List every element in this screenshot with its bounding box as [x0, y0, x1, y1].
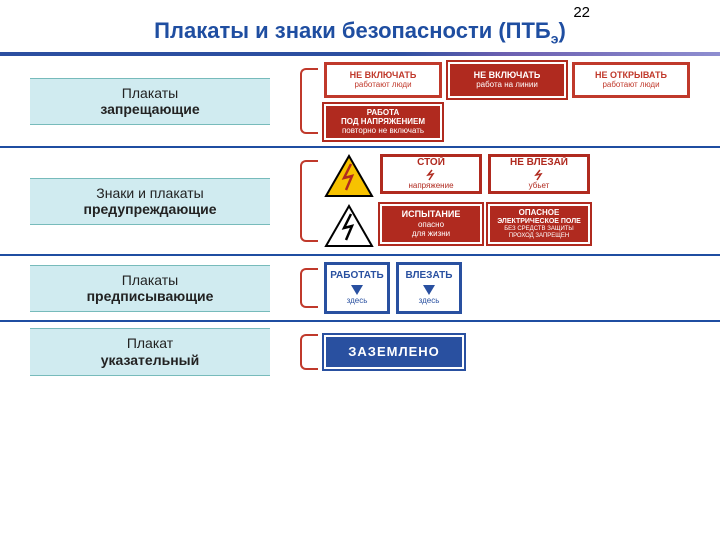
sign-dont-climb: НЕ ВЛЕЗАЙ убьет	[488, 154, 590, 194]
sign-test-danger: ИСПЫТАНИЕ опаснодля жизни	[380, 204, 482, 244]
brace-icon	[300, 334, 318, 370]
sign-text: СТОЙ	[417, 158, 445, 169]
sign-dont-switch-line: НЕ ВКЛЮЧАТЬработа на линии	[448, 62, 566, 98]
sign-text: ОПАСНОЕ	[519, 209, 560, 217]
sign-dont-open: НЕ ОТКРЫВАТЬработают люди	[572, 62, 690, 98]
sign-subtext: повторно не включать	[342, 127, 424, 135]
category-line1: Знаки и плакаты	[96, 185, 203, 201]
sign-work-under-voltage: РАБОТАПОД НАПРЯЖЕНИЕМповторно не включат…	[324, 104, 442, 140]
sign-text: ЗАЗЕМЛЕНО	[348, 345, 439, 359]
sign-grounded: ЗАЗЕМЛЕНО	[324, 335, 464, 369]
category-line2: предписывающие	[87, 288, 214, 304]
sign-subtext: работа на линии	[476, 81, 538, 89]
brace-icon	[300, 68, 318, 134]
sign-text: НЕ ОТКРЫВАТЬ	[595, 71, 667, 80]
category-line2: запрещающие	[100, 101, 199, 117]
bolt-icon	[425, 169, 437, 181]
page-number: 22	[573, 4, 590, 21]
sign-text: ПОД НАПРЯЖЕНИЕМ	[341, 118, 425, 126]
category-cell: Плакаты предписывающие	[0, 265, 300, 313]
sign-text: ЭЛЕКТРИЧЕСКОЕ ПОЛЕ	[497, 218, 581, 225]
sign-electric-field: ОПАСНОЕЭЛЕКТРИЧЕСКОЕ ПОЛЕБЕЗ СРЕДСТВ ЗАЩ…	[488, 204, 590, 244]
sign-subtext: работают люди	[354, 81, 411, 89]
sign-subtext: здесь	[347, 297, 368, 305]
page-title: Плакаты и знаки безопасности (ПТБэ)	[0, 0, 720, 46]
category-line1: Плакат	[127, 335, 173, 351]
signs-group: СТОЙ напряжение НЕ ВЛЕЗАЙ убьет ИСПЫТАНИЕ о…	[324, 154, 720, 248]
arrow-down-icon	[350, 282, 364, 296]
sign-subtext: БЕЗ СРЕДСТВ ЗАЩИТЫ	[504, 226, 574, 232]
sign-subtext: здесь	[419, 297, 440, 305]
sign-text: НЕ ВКЛЮЧАТЬ	[474, 71, 541, 80]
sign-subtext: ПРОХОД ЗАПРЕЩЕН	[509, 233, 569, 239]
category-box: Плакат указательный	[30, 328, 270, 376]
sign-text: НЕ ВЛЕЗАЙ	[510, 158, 568, 169]
warning-triangle-yellow-icon	[324, 154, 374, 198]
sign-dont-switch-people: НЕ ВКЛЮЧАТЬработают люди	[324, 62, 442, 98]
title-text: Плакаты и знаки безопасности (ПТБ	[154, 18, 551, 43]
row-prescriptive: Плакаты предписывающие РАБОТАТЬ здесь ВЛЕ…	[0, 256, 720, 322]
category-line1: Плакаты	[122, 272, 178, 288]
sign-climb-here: ВЛЕЗАТЬ здесь	[396, 262, 462, 314]
category-box: Плакаты запрещающие	[30, 78, 270, 126]
sign-subtext: для жизни	[412, 230, 450, 238]
row-indicative: Плакат указательный ЗАЗЕМЛЕНО	[0, 322, 720, 382]
brace-icon	[300, 160, 318, 242]
category-box: Знаки и плакаты предупреждающие	[30, 178, 270, 226]
category-cell: Плакат указательный	[0, 328, 300, 376]
category-line2: предупреждающие	[83, 201, 216, 217]
signs-group: ЗАЗЕМЛЕНО	[324, 335, 720, 369]
sign-text: РАБОТАТЬ	[330, 271, 383, 282]
signs-group: РАБОТАТЬ здесь ВЛЕЗАТЬ здесь	[324, 262, 720, 314]
category-line1: Плакаты	[122, 85, 178, 101]
sign-subtext: напряжение	[408, 182, 453, 190]
sign-text: НЕ ВКЛЮЧАТЬ	[350, 71, 417, 80]
row-warning: Знаки и плакаты предупреждающие СТОЙ напр…	[0, 148, 720, 256]
row-prohibiting: Плакаты запрещающие НЕ ВКЛЮЧАТЬработают …	[0, 56, 720, 148]
category-line2: указательный	[101, 352, 199, 368]
warning-triangle-white-icon	[324, 204, 374, 248]
sign-text: ИСПЫТАНИЕ	[402, 210, 461, 219]
category-cell: Плакаты запрещающие	[0, 78, 300, 126]
sign-subtext: убьет	[529, 182, 550, 190]
signs-group: НЕ ВКЛЮЧАТЬработают люди НЕ ВКЛЮЧАТЬрабо…	[324, 62, 720, 140]
sign-work-here: РАБОТАТЬ здесь	[324, 262, 390, 314]
sign-stop-voltage: СТОЙ напряжение	[380, 154, 482, 194]
sign-subtext: работают люди	[602, 81, 659, 89]
sign-subtext: опасно	[418, 221, 444, 229]
category-box: Плакаты предписывающие	[30, 265, 270, 313]
title-close: )	[558, 18, 565, 43]
brace-icon	[300, 268, 318, 308]
arrow-down-icon	[422, 282, 436, 296]
sign-text: ВЛЕЗАТЬ	[406, 271, 453, 282]
bolt-icon	[533, 169, 545, 181]
category-cell: Знаки и плакаты предупреждающие	[0, 178, 300, 226]
